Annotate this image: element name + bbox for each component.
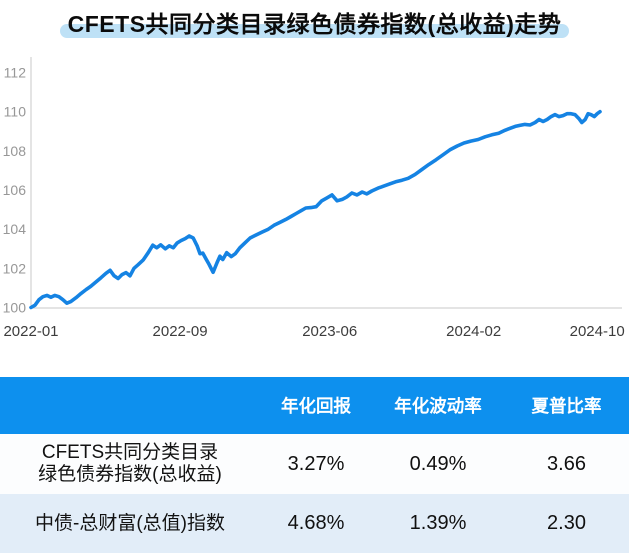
row-label-line1: CFETS共同分类目录 (41, 442, 219, 464)
row-label-cfets-index: CFETS共同分类目录 绿色债券指数(总收益) (0, 442, 260, 485)
cfets-annual-return: 3.27% (287, 452, 345, 475)
col-header-annual-return: 年化回报 (281, 396, 351, 416)
x-tick-label: 2022-09 (153, 323, 208, 340)
page-title: CFETS共同分类目录绿色债券指数(总收益)走势 (59, 5, 570, 39)
row-label-chinabond-index: 中债-总财富(总值)指数 (35, 512, 225, 534)
y-tick-label: 102 (3, 260, 27, 276)
x-tick-label: 2024-02 (446, 323, 501, 340)
stats-table: 年化回报 年化波动率 夏普比率 CFETS共同分类目录 绿色债券指数(总收益) … (0, 377, 629, 553)
line-chart-svg: 100 102 104 106 108 110 112 2022-01 2022-09 2023… (3, 57, 625, 340)
index-line-chart: 100 102 104 106 108 110 112 2022-01 2022-09 2023… (0, 45, 629, 375)
table-row-cfets-index: CFETS共同分类目录 绿色债券指数(总收益) 3.27% 0.49% 3.66 (0, 434, 629, 494)
y-tick-label: 108 (3, 143, 27, 159)
y-tick-label: 104 (3, 221, 27, 237)
x-tick-label: 2024-10 (570, 323, 625, 340)
index-line-series (29, 109, 602, 310)
y-tick-label: 110 (4, 104, 27, 120)
x-axis-tick-labels: 2022-01 2022-09 2023-06 2024-02 2024-10 (3, 323, 624, 340)
chinabond-annual-return: 4.68% (287, 512, 345, 534)
table-row-chinabond-index: 中债-总财富(总值)指数 4.68% 1.39% 2.30 (0, 494, 629, 553)
table-header-row: 年化回报 年化波动率 夏普比率 (0, 377, 629, 434)
chinabond-sharpe-ratio: 2.30 (547, 512, 586, 534)
y-tick-label: 100 (3, 300, 27, 316)
x-tick-label: 2023-06 (302, 323, 357, 340)
col-header-sharpe-ratio: 夏普比率 (531, 396, 602, 416)
cfets-annual-volatility: 0.49% (409, 452, 467, 475)
chinabond-annual-volatility: 1.39% (409, 512, 467, 534)
page-title-text: CFETS共同分类目录绿色债券指数(总收益)走势 (67, 11, 562, 37)
row-label-line2: 绿色债券指数(总收益) (38, 464, 222, 485)
title-bar: CFETS共同分类目录绿色债券指数(总收益)走势 (0, 5, 629, 39)
y-tick-label: 106 (3, 182, 27, 198)
x-tick-label: 2022-01 (3, 323, 58, 340)
cfets-sharpe-ratio: 3.66 (547, 452, 586, 475)
y-tick-label: 112 (4, 65, 27, 81)
col-header-annual-volatility: 年化波动率 (394, 396, 482, 416)
y-axis-tick-labels: 100 102 104 106 108 110 112 (3, 65, 27, 316)
